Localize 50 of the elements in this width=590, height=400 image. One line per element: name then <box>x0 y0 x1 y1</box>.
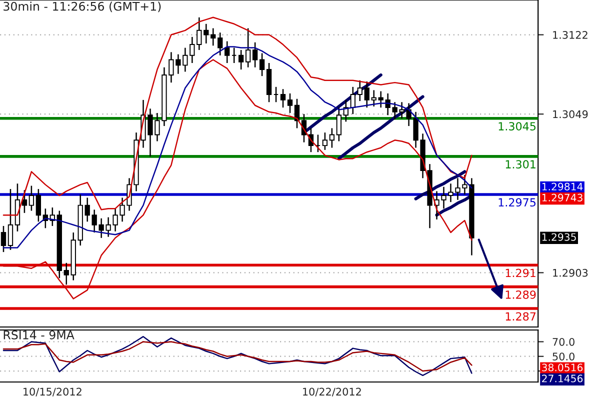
ref-line-label: 1.291 <box>506 268 536 278</box>
x-tick-label: 10/15/2012 <box>24 388 82 396</box>
candlestick <box>64 262 69 286</box>
y-tick-label: 1.3049 <box>553 110 588 118</box>
text: 1.2935 <box>542 233 576 241</box>
candlestick <box>336 106 342 142</box>
candlestick <box>364 80 370 108</box>
candlestick <box>280 88 286 108</box>
text: 1.29743 <box>542 194 582 202</box>
candlestick <box>204 23 209 44</box>
candlestick <box>259 52 265 77</box>
ref-line-label: 1.289 <box>506 290 536 299</box>
line-series <box>2 341 472 372</box>
candlestick <box>378 90 384 108</box>
candlestick <box>329 128 335 148</box>
line-series <box>2 59 472 300</box>
candlestick <box>371 90 376 108</box>
line-series <box>2 16 472 216</box>
candlestick <box>357 80 362 102</box>
ref-line-label: 1.3045 <box>498 122 536 130</box>
ref-line-label: 1.287 <box>506 312 536 321</box>
line-series <box>2 46 472 248</box>
candlestick <box>238 49 244 70</box>
candlestick <box>28 185 34 212</box>
candlestick <box>84 197 90 222</box>
candlestick <box>350 86 356 115</box>
candlestick <box>8 188 14 250</box>
candlestick <box>287 92 293 114</box>
text: 1.29814 <box>542 182 583 190</box>
candlestick <box>210 28 216 46</box>
text: 38.0516 <box>542 364 583 372</box>
candlestick <box>252 42 258 68</box>
chart-title: 30min - 11:26:56 (GMT+1) <box>4 2 161 12</box>
y-tick-label: 70.0 <box>552 338 574 346</box>
ref-line-label: 1.2975 <box>498 198 536 207</box>
candlestick <box>224 40 230 64</box>
y-tick-label: 50.0 <box>552 352 574 360</box>
candlestick <box>0 225 6 253</box>
chart-title: RSI14 - 9MA <box>4 330 74 340</box>
y-tick-label: 1.2903 <box>553 268 588 277</box>
ref-line-label: 1.301 <box>506 160 536 169</box>
candlestick <box>245 28 251 68</box>
candlestick <box>36 188 42 222</box>
text: 27.1456 <box>542 374 583 382</box>
x-tick-label: 10/22/2012 <box>303 388 361 396</box>
y-tick-label: 1.3122 <box>553 30 588 39</box>
candlestick <box>22 189 28 214</box>
line-series <box>337 95 424 160</box>
candlestick <box>322 132 328 151</box>
candlestick <box>218 32 223 56</box>
